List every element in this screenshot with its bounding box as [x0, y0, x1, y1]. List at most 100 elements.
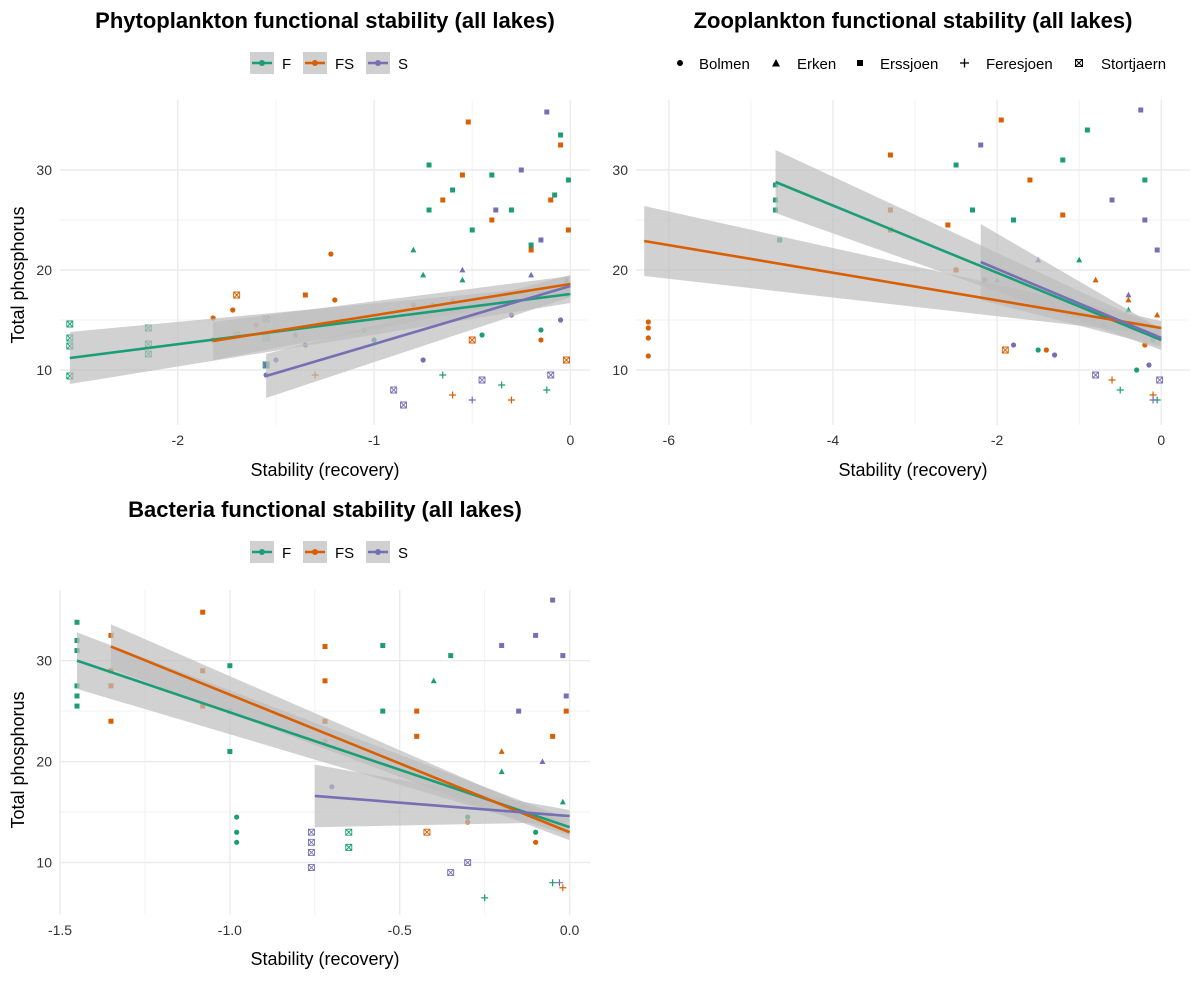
zoo-title: Zooplankton functional stability (all la…: [694, 8, 1133, 33]
phyto-legend: F FS S: [250, 52, 408, 74]
zoo-legend-item-feresjoen: Feresjoen: [960, 56, 1053, 73]
zoo-point-f: [1084, 127, 1090, 133]
phyto-y-tick-label: 30: [36, 162, 52, 178]
phyto-point-s: [400, 401, 407, 409]
zoo-point-s: [1154, 247, 1160, 253]
zoo-point-s: [1092, 371, 1100, 379]
phyto-x-tick-label: 0: [566, 432, 574, 448]
zoo-point-fs: [1060, 212, 1066, 218]
zoo-point-s: [1051, 352, 1058, 358]
zoo-point-fs: [1001, 346, 1009, 354]
bact-point-f: [234, 814, 240, 820]
bact-fit-line-s: [314, 794, 570, 818]
bact-point-f: [448, 653, 454, 659]
phyto-point-fs: [562, 356, 570, 364]
phyto-y-axis-title: Total phosphorus: [8, 206, 28, 343]
bact-y-axis-title: Total phosphorus: [8, 691, 28, 828]
zoo-panel: Zooplankton functional stability (all la…: [612, 8, 1190, 480]
zoo-legend-label-erken: Erken: [797, 56, 836, 73]
phyto-point-fs: [233, 291, 241, 299]
phyto-point-f: [450, 187, 456, 193]
zoo-point-s: [978, 142, 984, 148]
phyto-point-f: [498, 381, 506, 389]
zoo-point-fs: [1027, 177, 1033, 183]
phyto-legend-item-f: F: [250, 52, 291, 74]
phyto-y-tick-label: 10: [36, 362, 52, 378]
zoo-point-s: [1146, 362, 1152, 368]
zoo-point-f: [970, 207, 976, 213]
zoo-point-fs: [1092, 276, 1099, 283]
bact-legend-item-f: F: [250, 541, 291, 563]
bact-point-f: [234, 829, 240, 835]
phyto-point-f: [469, 227, 475, 233]
bact-point-fs: [108, 718, 114, 724]
zoo-legend-item-bolmen: Bolmen: [677, 56, 750, 73]
phyto-point-fs: [449, 391, 457, 399]
bact-point-f: [74, 703, 80, 709]
phyto-point-s: [459, 266, 466, 273]
zoo-y-tick-label: 20: [612, 262, 628, 278]
zoo-legend-label-bolmen: Bolmen: [699, 56, 750, 73]
zoo-point-s: [1109, 197, 1115, 203]
phyto-point-s: [493, 207, 499, 213]
zoo-legend-label-stortjaern: Stortjaern: [1101, 56, 1166, 73]
phyto-fit-line-f: [69, 292, 571, 360]
bact-point-f: [234, 839, 240, 845]
bact-point-fs: [322, 678, 328, 684]
bact-point-f: [345, 828, 353, 836]
phyto-panel: Phytoplankton functional stability (all …: [8, 8, 590, 480]
phyto-point-f: [426, 162, 432, 168]
phyto-plot-area: -2 -1 0 10 20 30: [36, 100, 590, 448]
zoo-x-tick-label: -4: [827, 432, 840, 448]
bact-point-fs: [559, 884, 567, 892]
zoo-x-tick-label: -6: [663, 432, 676, 448]
bact-point-s: [307, 838, 315, 846]
phyto-point-f: [552, 192, 558, 198]
phyto-point-s: [528, 271, 535, 278]
bact-point-fs: [414, 733, 420, 739]
zoo-point-f: [1060, 157, 1066, 163]
phyto-point-f: [538, 327, 544, 333]
bact-point-fs: [414, 708, 420, 714]
phyto-point-s: [478, 376, 486, 384]
zoo-point-f: [1116, 386, 1124, 394]
phyto-point-fs: [230, 307, 236, 313]
phyto-point-f: [420, 271, 427, 278]
bact-point-f: [549, 879, 557, 887]
phyto-title: Phytoplankton functional stability (all …: [95, 8, 555, 33]
zoo-point-fs: [1043, 347, 1049, 353]
bact-point-f: [345, 843, 353, 851]
phyto-point-f: [410, 246, 417, 253]
phyto-point-fs: [328, 251, 334, 257]
bact-point-fs: [550, 733, 556, 739]
phyto-y-tick-label: 20: [36, 262, 52, 278]
zoo-point-fs: [945, 222, 951, 228]
bact-y-tick-label: 20: [36, 754, 52, 770]
zoo-x-tick-label: -2: [991, 432, 1004, 448]
phyto-point-s: [538, 237, 544, 243]
zoo-fit-line-s: [980, 260, 1162, 340]
phyto-point-fs: [459, 172, 465, 178]
zoo-legend-label-erssjoen: Erssjoen: [880, 56, 938, 73]
bact-point-f: [430, 677, 437, 684]
bact-point-fs: [423, 828, 431, 836]
bact-x-tick-label: -1.5: [48, 922, 72, 938]
bact-point-s: [499, 643, 505, 649]
phyto-point-fs: [528, 247, 534, 253]
bact-title: Bacteria functional stability (all lakes…: [128, 497, 522, 522]
phyto-point-fs: [507, 396, 515, 404]
zoo-plot-area: -6 -4 -2 0 10 20 30: [612, 100, 1190, 448]
bact-x-axis-title: Stability (recovery): [250, 949, 399, 969]
bact-point-fs: [498, 748, 505, 754]
phyto-legend-label-s: S: [398, 56, 408, 73]
zoo-point-fs: [645, 325, 651, 331]
phyto-x-tick-label: -2: [172, 432, 185, 448]
bact-point-s: [560, 653, 566, 659]
zoo-point-fs: [1154, 311, 1161, 318]
bact-point-f: [74, 693, 80, 699]
bact-point-s: [516, 708, 522, 714]
phyto-point-fs: [565, 227, 571, 233]
phyto-confidence-band-s: [266, 275, 571, 398]
bact-point-fs: [322, 644, 328, 650]
